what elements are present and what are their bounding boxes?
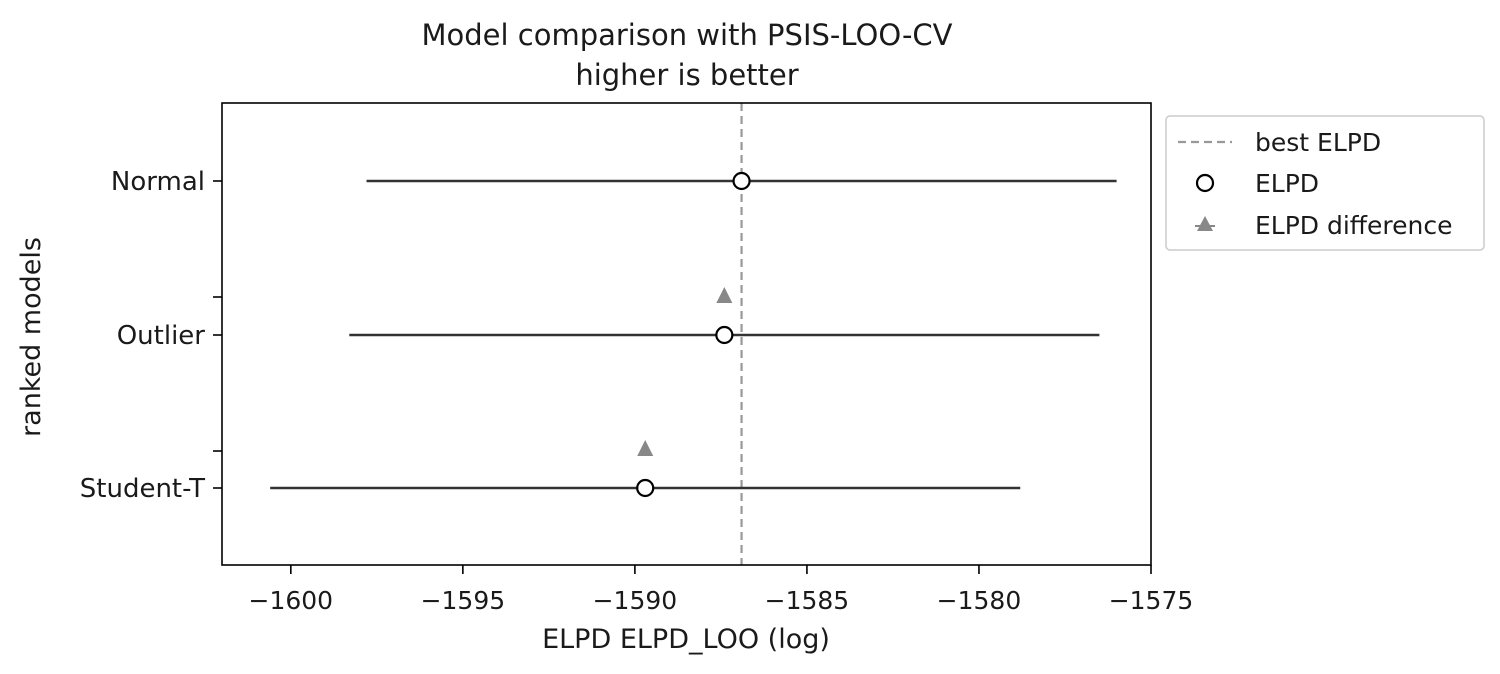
x-tick-label: −1595 <box>421 586 506 615</box>
x-axis-label: ELPD ELPD_LOO (log) <box>542 624 830 655</box>
x-tick-label: −1590 <box>593 586 678 615</box>
y-tick-label: Normal <box>111 167 205 197</box>
legend-elpd-label: ELPD <box>1255 169 1319 198</box>
x-tick-label: −1585 <box>765 586 850 615</box>
elpd-point-normal <box>732 171 751 191</box>
elpd-difference-point-student-t <box>637 440 654 456</box>
y-tick-label: Outlier <box>117 321 206 351</box>
legend-elpd-difference-swatch <box>1197 216 1213 231</box>
elpd-difference-point-outlier <box>716 287 733 303</box>
y-axis-label: ranked models <box>16 237 47 437</box>
chart-subtitle: higher is better <box>575 58 798 92</box>
y-axis: Normal Outlier Student-T <box>80 167 222 504</box>
legend-elpd-swatch <box>1195 173 1215 193</box>
y-tick-label: Student-T <box>80 474 205 504</box>
chart-title: Model comparison with PSIS-LOO-CV <box>421 18 952 52</box>
error-bars <box>270 179 1117 490</box>
markers <box>636 171 751 498</box>
elpd-point-outlier <box>715 325 734 345</box>
x-tick-label: −1600 <box>249 586 334 615</box>
x-axis: −1600 −1595 −1590 −1585 −1580 −1575 <box>249 565 1194 615</box>
x-tick-label: −1575 <box>1109 586 1194 615</box>
legend-box <box>1165 115 1485 251</box>
legend: best ELPD ELPD ELPD difference <box>1165 115 1485 251</box>
plot-area-frame <box>221 102 1152 566</box>
legend-elpd-difference-label: ELPD difference <box>1255 211 1453 240</box>
x-tick-label: −1580 <box>937 586 1022 615</box>
legend-best-elpd-label: best ELPD <box>1255 128 1381 157</box>
elpd-point-student-t <box>636 478 655 498</box>
